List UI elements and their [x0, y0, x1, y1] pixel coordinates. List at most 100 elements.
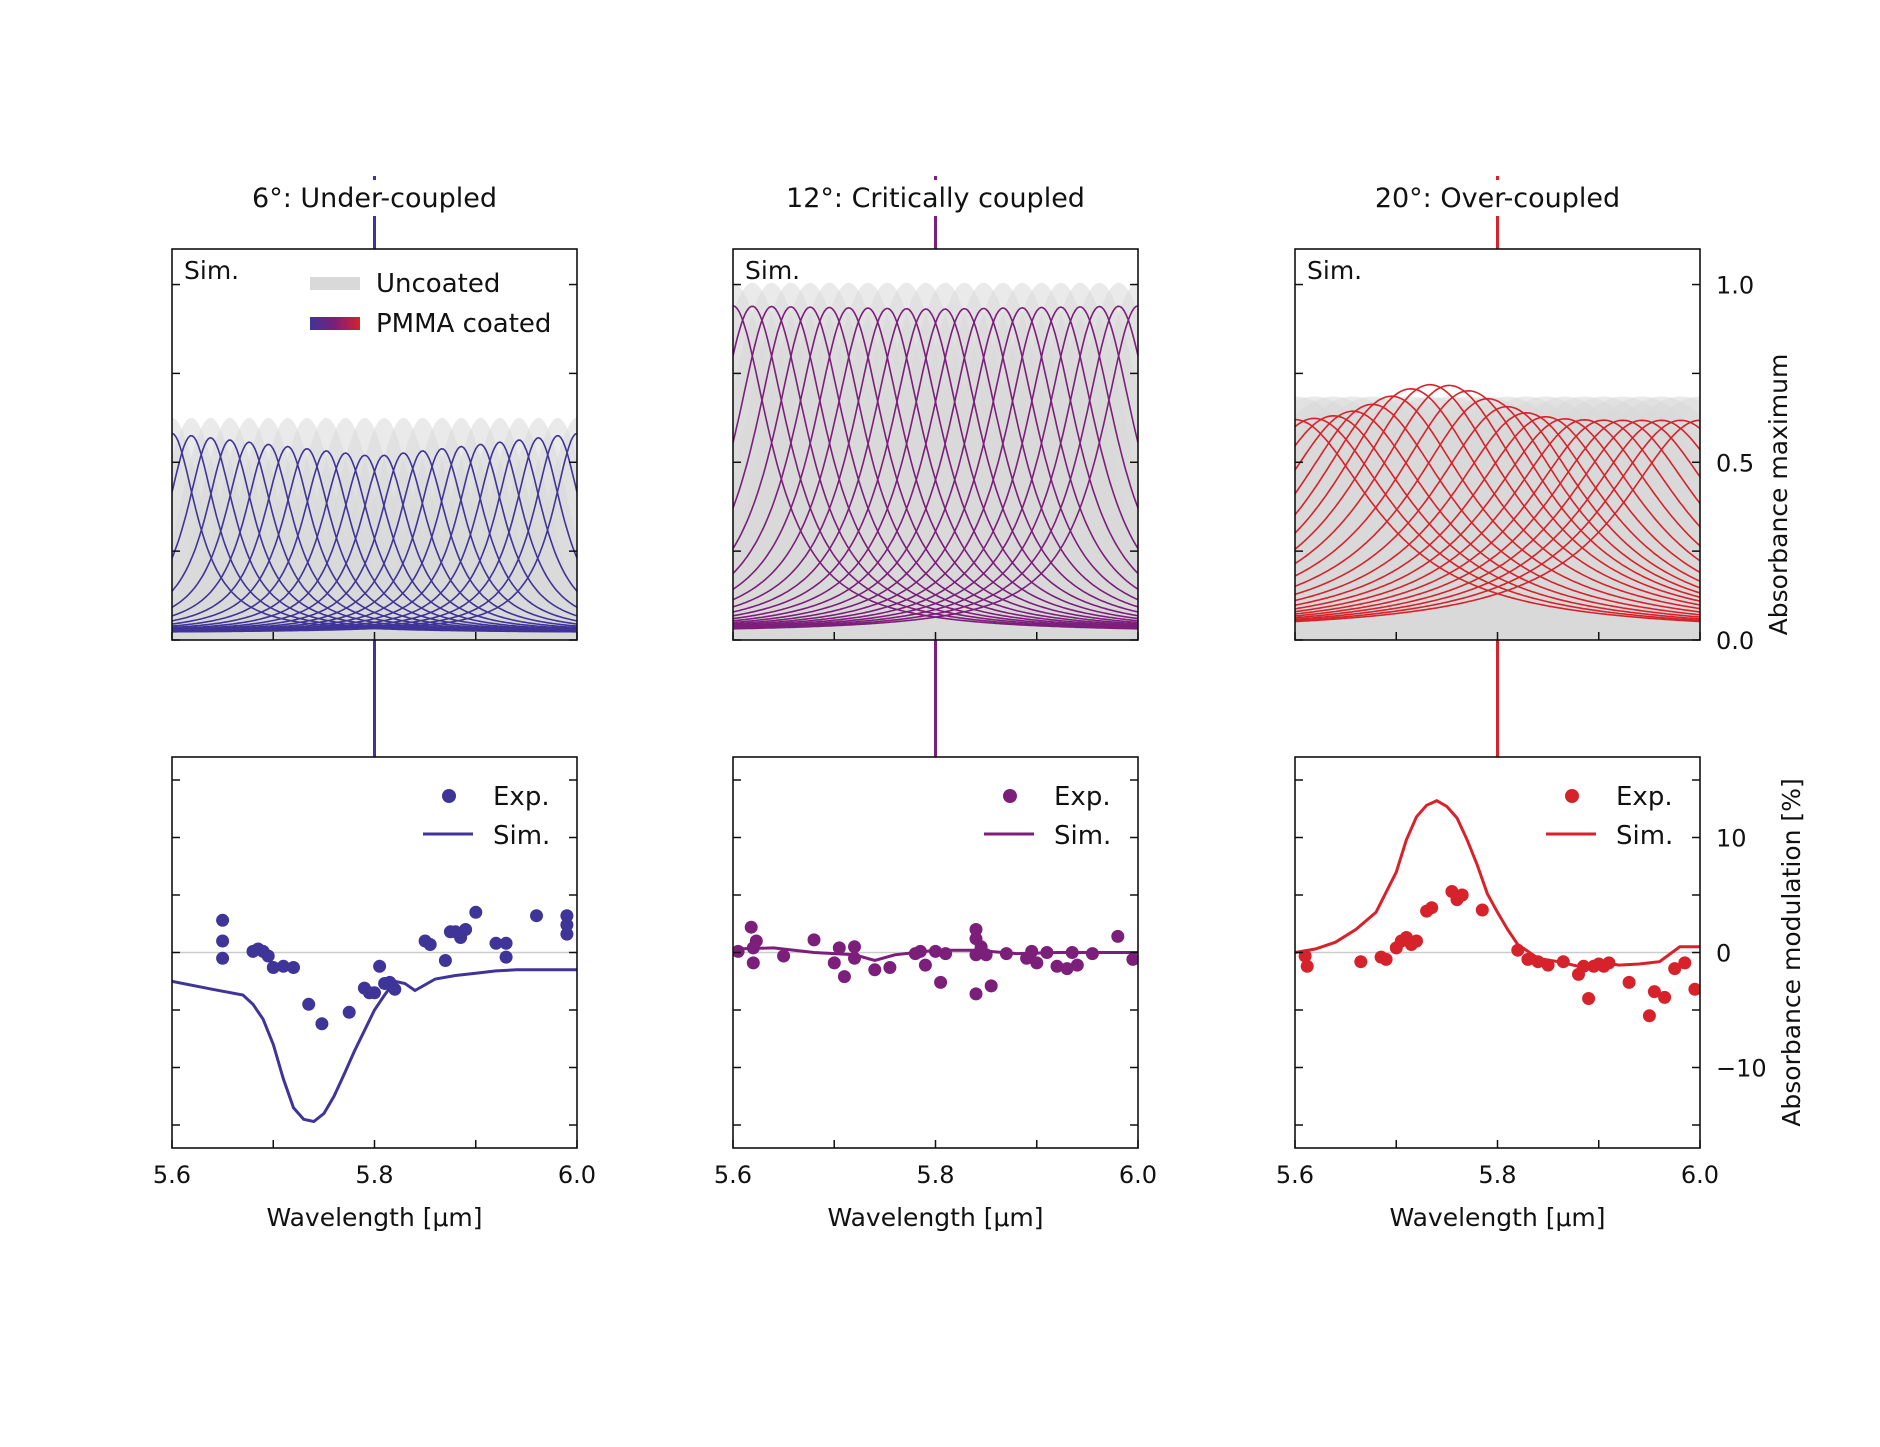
panel-column-under: 6°: Under-coupled Sim. Uncoated PMMA coated…: [153, 176, 596, 1232]
exp-point: [744, 920, 758, 934]
uncoated-peak: [733, 282, 1138, 640]
plot-area: [1295, 799, 1700, 1023]
plot-area: [1295, 383, 1700, 640]
exp-point: [1658, 990, 1672, 1004]
exp-point: [216, 934, 230, 948]
exp-point: [1511, 943, 1525, 957]
y-tick-label: 0.5: [1716, 449, 1754, 477]
exp-point: [423, 938, 437, 951]
exp-point: [1040, 946, 1054, 959]
exp-point: [918, 958, 932, 972]
absorbance-panel: Sim.: [732, 248, 1139, 641]
coated-peak-line: [172, 454, 577, 631]
sim-line: [172, 968, 577, 1124]
exp-point: [530, 909, 543, 923]
exp-point: [560, 927, 574, 941]
exp-point: [1531, 955, 1545, 969]
y-tick-label: 1.0: [1716, 272, 1754, 300]
x-tick-label: 5.6: [153, 1161, 191, 1189]
exp-point: [1425, 901, 1439, 915]
panel-column-critical: 12°: Critically coupled Sim. Exp. Sim. 5.6 5.…: [714, 176, 1157, 1232]
coated-peak-line: [1295, 397, 1700, 594]
x-axis-label: Wavelength [μm]: [266, 1203, 482, 1232]
exp-point: [777, 949, 791, 963]
y-axis-label-top: Absorbance maximum: [1764, 354, 1793, 636]
exp-point: [1582, 992, 1596, 1005]
exp-point: [302, 997, 316, 1011]
coated-peak-line: [172, 452, 577, 631]
exp-point: [733, 944, 745, 958]
exp-point: [342, 1005, 356, 1019]
exp-point: [1050, 959, 1064, 973]
sim-label: Sim.: [184, 256, 239, 285]
plot-area: [172, 417, 577, 640]
legend-sim-label: Sim.: [1054, 821, 1111, 851]
exp-point: [979, 948, 993, 962]
legend-coated-swatch: [310, 317, 360, 330]
exp-point: [848, 940, 861, 954]
exp-point: [315, 1017, 329, 1031]
panel-title: 12°: Critically coupled: [786, 183, 1085, 214]
coated-peak-line: [733, 305, 1138, 630]
coated-peak-line: [172, 432, 577, 633]
exp-point: [373, 959, 387, 973]
coated-peak-line: [1295, 411, 1700, 602]
y-tick-label: 0: [1716, 940, 1731, 968]
exp-point: [746, 956, 760, 970]
exp-point: [1688, 982, 1700, 996]
y-axis-label-bottom: Absorbance modulation [%]: [1777, 778, 1806, 1126]
exp-point: [939, 947, 953, 961]
coated-peak-line: [1295, 414, 1700, 620]
coated-peak-line: [1295, 419, 1700, 622]
exp-point: [499, 936, 513, 950]
modulation-panel: Exp. Sim. 5.6 5.8 6.0 Wavelength [μm]: [714, 756, 1157, 1232]
exp-point: [749, 934, 763, 948]
uncoated-peak: [172, 417, 577, 640]
exp-point: [807, 933, 821, 947]
coated-peak-line: [1295, 416, 1700, 606]
exp-point: [1642, 1009, 1656, 1023]
uncoated-peak: [733, 282, 1138, 640]
exp-point: [560, 909, 574, 923]
modulation-panel: Exp. Sim. 5.6 5.8 6.0 Wavelength [μm]: [153, 756, 596, 1232]
x-tick-label: 5.6: [1276, 1161, 1314, 1189]
exp-point: [1541, 958, 1555, 972]
exp-point: [1577, 959, 1591, 973]
exp-point: [832, 941, 846, 955]
coated-peak-line: [1295, 405, 1700, 596]
exp-point: [1602, 956, 1616, 970]
y-tick-label: 10: [1716, 825, 1747, 853]
legend-exp-marker: [1565, 789, 1579, 803]
coated-peak-line: [1295, 384, 1700, 602]
exp-point: [827, 956, 841, 970]
exp-point: [469, 905, 483, 919]
exp-point: [276, 959, 290, 973]
coated-peak-line: [1295, 410, 1700, 618]
exp-point: [1070, 958, 1084, 972]
exp-point: [969, 987, 983, 1001]
coated-peak-line: [1295, 419, 1700, 623]
exp-point: [1300, 959, 1314, 973]
legend-sim-label: Sim.: [493, 821, 550, 851]
coated-peak-line: [1295, 389, 1700, 598]
exp-point: [287, 961, 300, 974]
y-tick-label: −10: [1716, 1055, 1767, 1083]
x-axis-label: Wavelength [μm]: [1389, 1203, 1605, 1232]
exp-point: [969, 923, 983, 936]
exp-point: [438, 954, 452, 967]
coated-peak-line: [1295, 395, 1700, 613]
exp-point: [934, 975, 948, 989]
absorbance-panel: Sim. 0.0 0.5 1.0 Absorbance maximum: [1294, 248, 1793, 655]
exp-point: [999, 947, 1013, 961]
legend-exp-marker: [1003, 789, 1017, 803]
legend-exp-marker: [442, 789, 456, 803]
exp-point: [883, 961, 897, 974]
panel-column-over: 20°: Over-coupled Sim. 0.0 0.5 1.0 Absorbance…: [1276, 176, 1806, 1232]
x-tick-label: 6.0: [558, 1161, 596, 1189]
panel-title: 6°: Under-coupled: [252, 183, 497, 214]
exp-point: [913, 944, 927, 958]
absorbance-panel: Sim. Uncoated PMMA coated: [171, 248, 578, 641]
coated-peak-line: [1295, 387, 1700, 610]
exp-point: [388, 982, 402, 996]
x-tick-label: 5.8: [1478, 1161, 1516, 1189]
